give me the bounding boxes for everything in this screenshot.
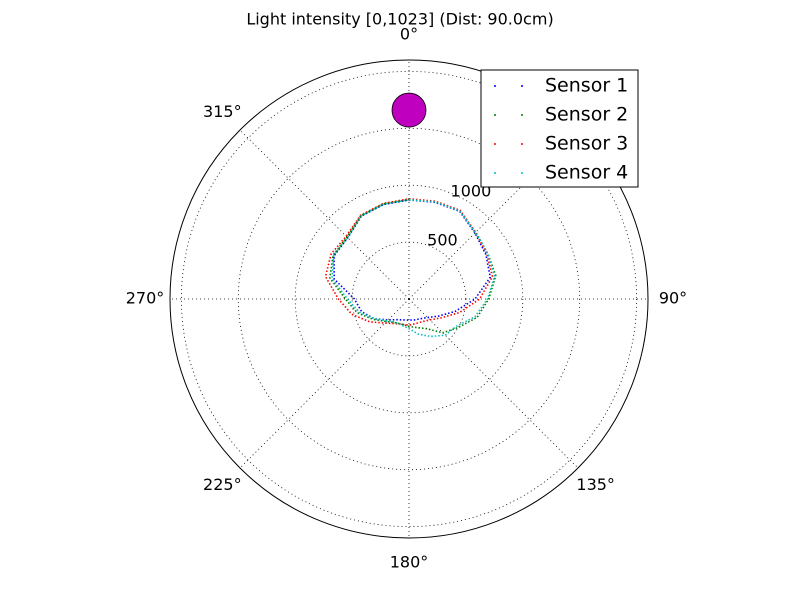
grid-spoke	[408, 298, 579, 469]
theta-tick-label: 135°	[576, 475, 615, 494]
legend-dot	[521, 85, 523, 87]
sensor-line	[328, 198, 497, 334]
theta-tick-label: 315°	[203, 102, 242, 121]
grid-circle	[180, 70, 638, 528]
theta-tick-label: 90°	[659, 289, 687, 308]
legend-dot	[494, 172, 496, 174]
legend-dot	[494, 143, 496, 145]
outer-frame	[169, 59, 649, 539]
legend-dot	[494, 114, 496, 116]
theta-tick-label: 0°	[400, 25, 418, 44]
legend-dot	[521, 143, 523, 145]
center-dot	[408, 298, 410, 300]
sensor-line	[331, 198, 496, 338]
target-marker	[391, 92, 427, 128]
legend-dot	[521, 114, 523, 116]
grid-circle	[237, 127, 581, 471]
legend-dot	[494, 85, 496, 87]
theta-tick-label: 225°	[203, 475, 242, 494]
legend-label: Sensor 3	[545, 133, 628, 155]
grid-spoke	[239, 129, 410, 300]
sensor-line	[324, 197, 494, 327]
theta-tick-label: 180°	[390, 553, 429, 572]
grid-spoke	[239, 298, 410, 469]
legend-dot	[521, 172, 523, 174]
r-tick-label: 500	[427, 231, 458, 250]
theta-tick-label: 270°	[126, 289, 165, 308]
legend-label: Sensor 1	[545, 75, 628, 97]
legend-box	[480, 69, 639, 188]
legend-label: Sensor 4	[545, 162, 628, 184]
legend-label: Sensor 2	[545, 104, 628, 126]
chart-title: Light intensity [0,1023] (Dist: 90.0cm)	[246, 10, 553, 29]
